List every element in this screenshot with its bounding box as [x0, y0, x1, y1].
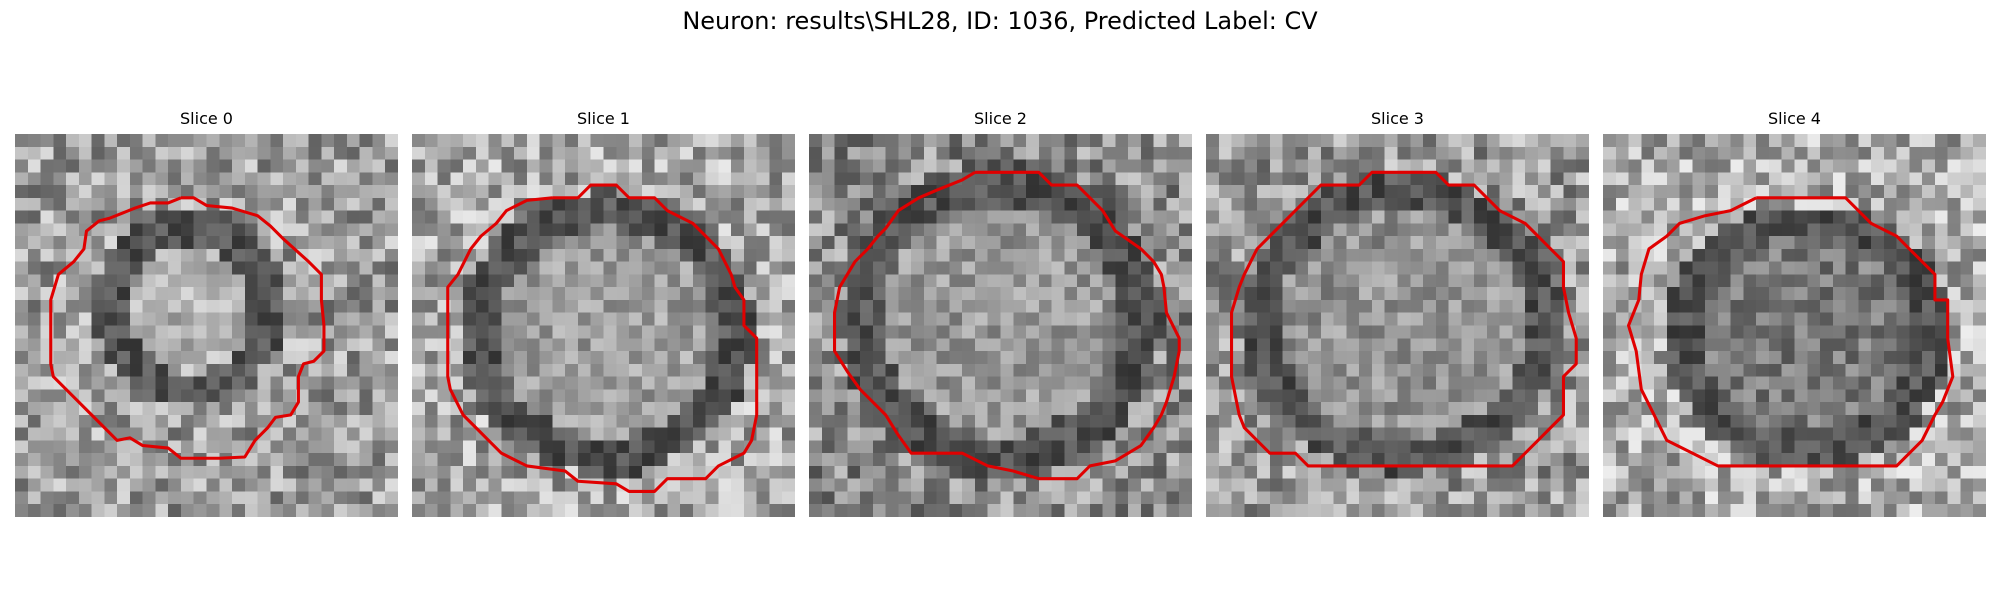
- slice-panel-4: Slice 4: [1603, 109, 1986, 517]
- slice-title: Slice 1: [577, 109, 630, 128]
- slice-image: [15, 134, 398, 517]
- slice-pixels: [412, 134, 795, 517]
- cell-contour: [446, 183, 759, 493]
- slice-panel-1: Slice 1: [412, 109, 795, 517]
- slice-title: Slice 3: [1371, 109, 1424, 128]
- slice-panel-0: Slice 0: [15, 109, 398, 517]
- slice-image: [1206, 134, 1589, 517]
- cell-contour: [1627, 196, 1955, 468]
- cell-contour: [49, 196, 326, 460]
- figure-title: Neuron: results\SHL28, ID: 1036, Predict…: [682, 7, 1318, 35]
- cell-contour: [833, 170, 1181, 481]
- slice-image: [1603, 134, 1986, 517]
- slice-image: [412, 134, 795, 517]
- slice-pixels: [1603, 134, 1986, 517]
- cell-contour: [1230, 170, 1578, 468]
- slice-panel-3: Slice 3: [1206, 109, 1589, 517]
- slice-title: Slice 2: [974, 109, 1027, 128]
- slice-panel-2: Slice 2: [809, 109, 1192, 517]
- slice-pixels: [1206, 134, 1589, 517]
- slice-title: Slice 4: [1768, 109, 1821, 128]
- slice-image: [809, 134, 1192, 517]
- slice-pixels: [809, 134, 1192, 517]
- slice-title: Slice 0: [180, 109, 233, 128]
